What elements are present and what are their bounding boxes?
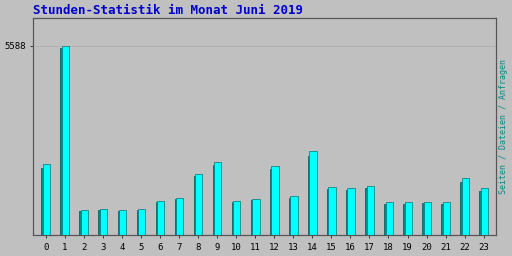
- Bar: [138, 209, 145, 235]
- Bar: [212, 165, 220, 235]
- Bar: [271, 166, 279, 235]
- Bar: [41, 168, 49, 235]
- Bar: [233, 201, 241, 235]
- Bar: [79, 211, 87, 235]
- Bar: [251, 200, 258, 235]
- Bar: [289, 198, 296, 235]
- Bar: [309, 151, 316, 235]
- Bar: [270, 169, 277, 235]
- Bar: [403, 204, 411, 235]
- Bar: [100, 209, 107, 235]
- Bar: [176, 198, 183, 235]
- Bar: [195, 174, 202, 235]
- Bar: [252, 199, 260, 235]
- Bar: [384, 204, 391, 235]
- Bar: [98, 210, 105, 235]
- Bar: [365, 188, 372, 235]
- Bar: [328, 187, 336, 235]
- Bar: [348, 188, 355, 235]
- Bar: [175, 199, 182, 235]
- Bar: [367, 186, 374, 235]
- Bar: [481, 188, 488, 235]
- Bar: [137, 210, 144, 235]
- Bar: [157, 201, 164, 235]
- Bar: [156, 202, 163, 235]
- Bar: [479, 191, 486, 235]
- Bar: [60, 48, 68, 235]
- Bar: [214, 162, 221, 235]
- Bar: [443, 202, 450, 235]
- Bar: [43, 164, 50, 235]
- Y-axis label: Seiten / Dateien / Anfragen: Seiten / Dateien / Anfragen: [499, 59, 508, 194]
- Bar: [290, 196, 297, 235]
- Bar: [118, 211, 125, 235]
- Bar: [441, 204, 449, 235]
- Bar: [462, 178, 469, 235]
- Bar: [423, 202, 431, 235]
- Bar: [119, 210, 126, 235]
- Text: Stunden-Statistik im Monat Juni 2019: Stunden-Statistik im Monat Juni 2019: [33, 4, 303, 17]
- Bar: [327, 189, 334, 235]
- Bar: [460, 182, 467, 235]
- Bar: [404, 202, 412, 235]
- Bar: [386, 202, 393, 235]
- Bar: [81, 210, 88, 235]
- Bar: [194, 176, 201, 235]
- Bar: [346, 190, 353, 235]
- Bar: [232, 202, 239, 235]
- Bar: [422, 203, 430, 235]
- Bar: [62, 46, 69, 235]
- Bar: [308, 156, 315, 235]
